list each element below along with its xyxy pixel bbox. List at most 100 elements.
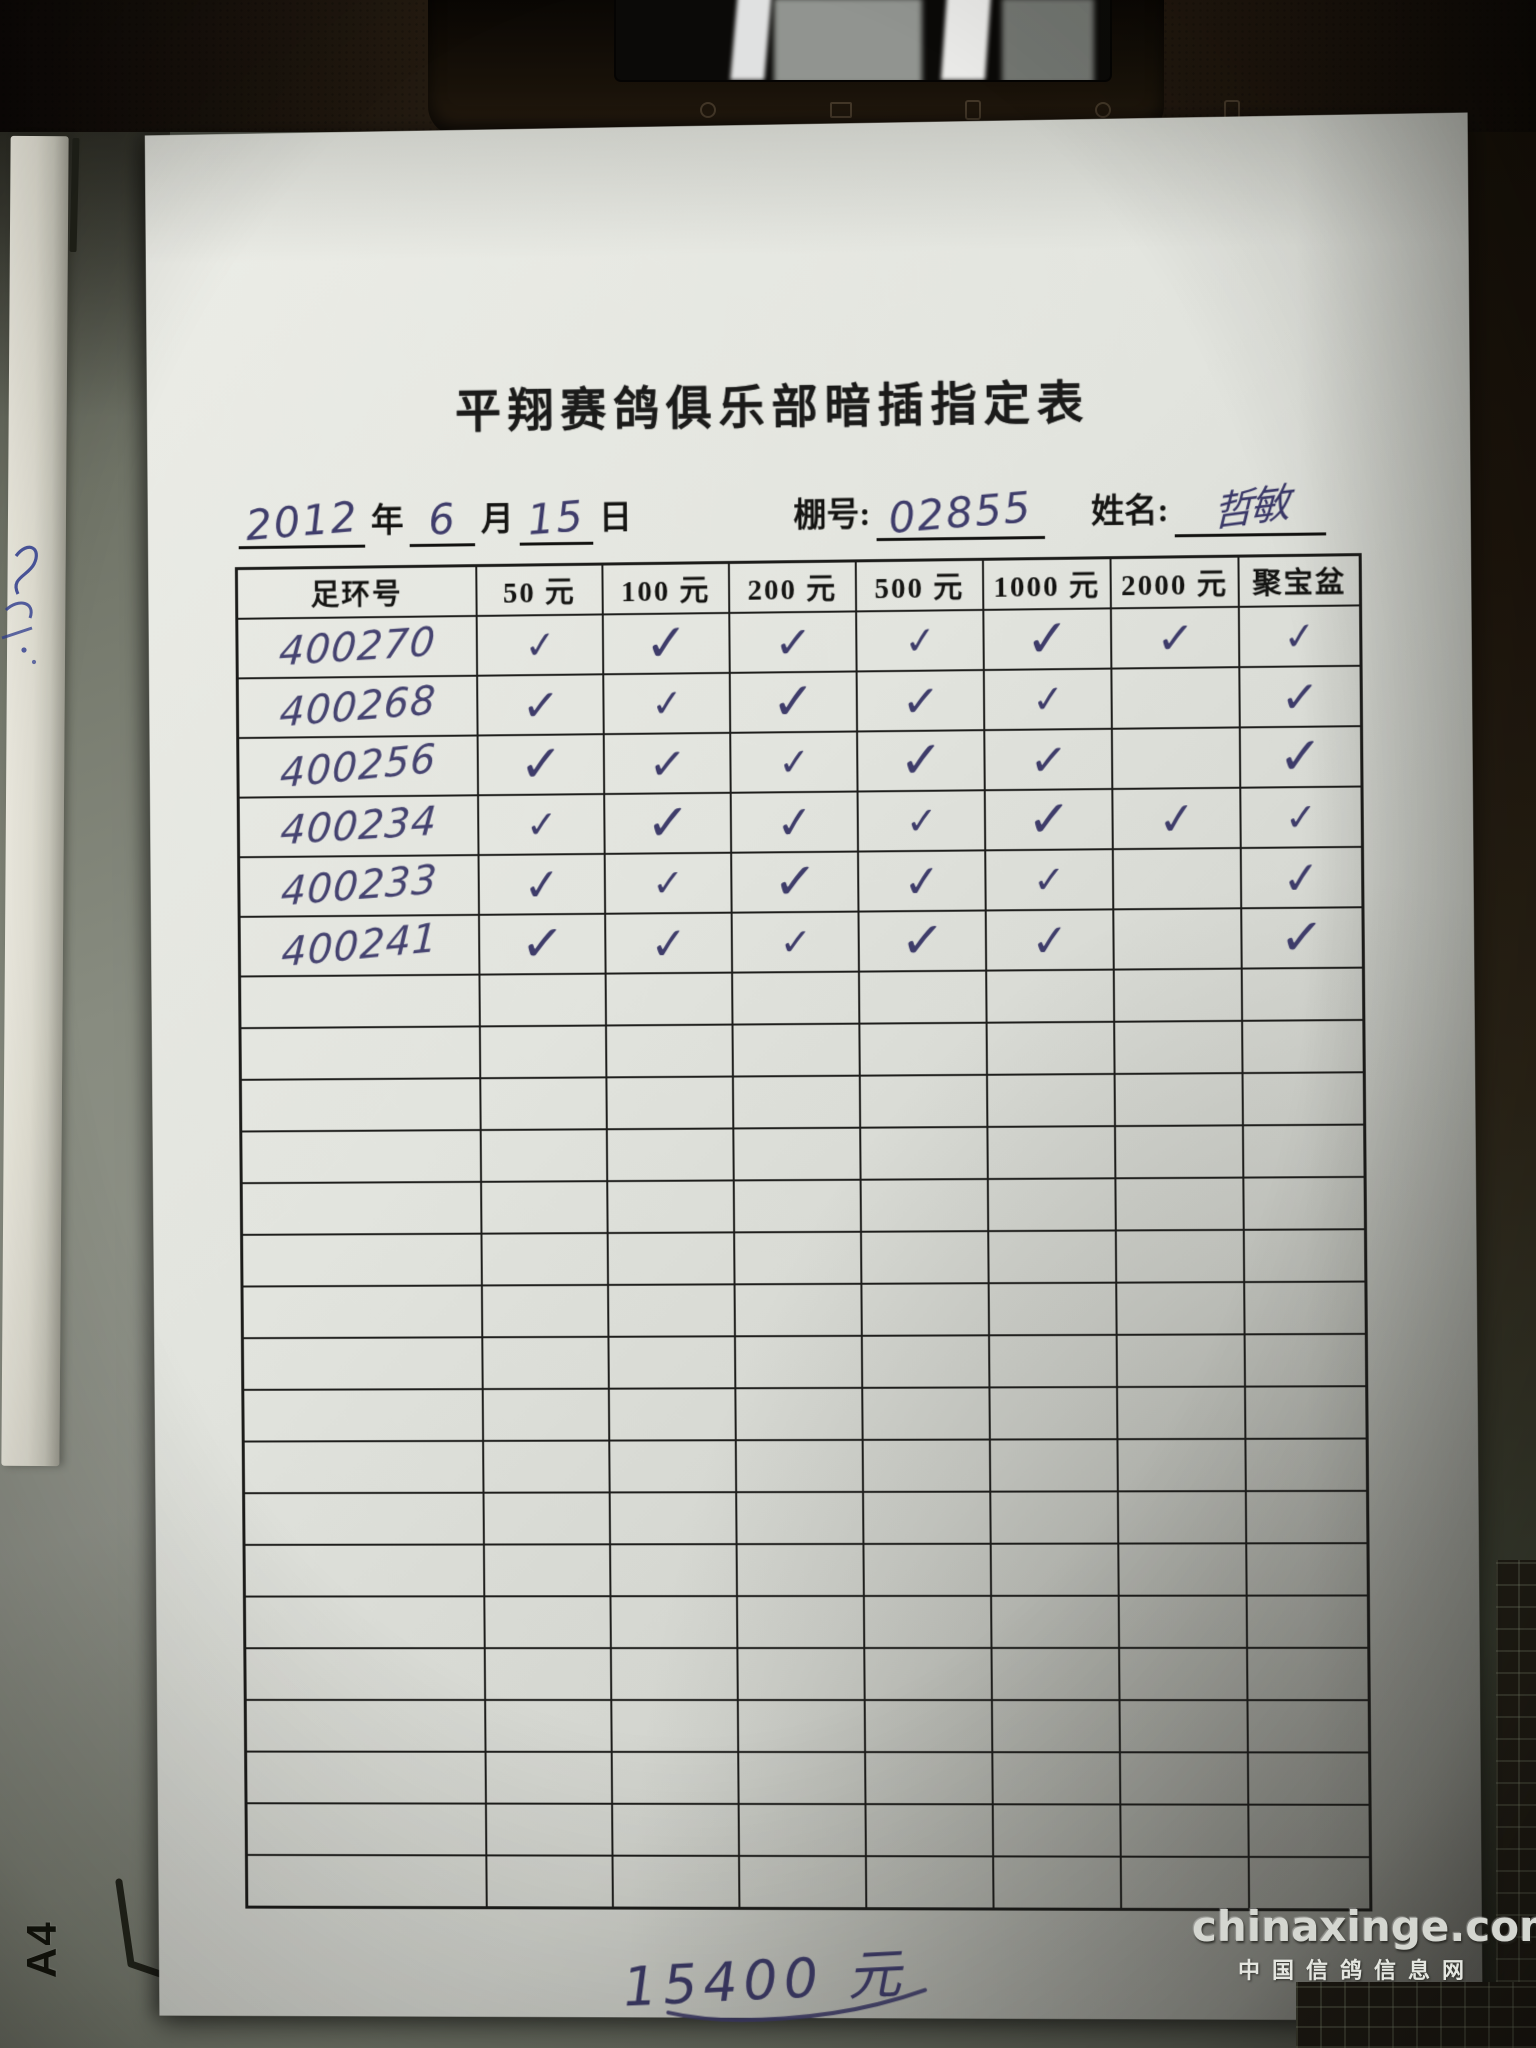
empty-row [241,1229,1366,1287]
check-cell: ✓ [1241,906,1364,970]
check-cell: ✓ [731,911,859,973]
checkmark-handwriting: ✓ [645,792,691,854]
empty-row [243,1438,1368,1494]
check-cell [483,1440,610,1493]
check-cell [736,1543,864,1597]
check-cell [480,1077,607,1131]
check-cell [991,1700,1120,1753]
name-label: 姓名: [1090,493,1169,531]
ring-cell: 400234 [238,795,479,858]
check-cell [863,1491,991,1544]
check-cell [1244,1386,1368,1439]
ring-number-handwriting: 400256 [278,735,438,798]
check-cell [609,1492,737,1545]
check-cell [732,1023,860,1077]
check-cell [1117,1491,1247,1544]
grid-texture-corner [1296,1982,1536,2048]
check-cell [484,1596,611,1649]
check-cell [737,1648,865,1701]
check-cell: ✓ [477,734,605,796]
price-col-header: 聚宝盆 [1238,554,1361,607]
site-watermark: chinaxinge.com 中国信鸽信息网 [1192,1902,1536,1985]
check-cell [486,1855,613,1909]
check-cell [733,1179,861,1233]
watermark-site-name: 中国信鸽信息网 [1237,1959,1476,1984]
check-cell: ✓ [729,671,858,733]
check-cell [1112,847,1242,910]
check-cell [1117,1386,1246,1440]
checkmark-handwriting: ✓ [1278,726,1323,788]
ring-cell [240,1130,482,1184]
check-cell [1116,1334,1245,1388]
check-cell [1111,667,1240,729]
check-cell [1113,908,1242,970]
checkmark-handwriting: ✓ [1155,790,1198,847]
check-cell [606,1128,734,1182]
signature-handwriting: 哲敏 [1212,479,1288,537]
check-cell: ✓ [856,670,985,732]
check-cell [479,973,607,1027]
price-col-header: 500 元 [855,559,984,612]
check-cell [605,972,733,1026]
check-cell: ✓ [984,788,1113,851]
checkmark-handwriting: ✓ [1284,794,1318,840]
empty-row [239,967,1364,1029]
checkmark-handwriting: ✓ [646,735,688,791]
checkmark-handwriting: ✓ [1026,789,1072,851]
ring-number-handwriting: 400234 [278,798,439,855]
ring-cell [245,1699,486,1752]
check-cell [1247,1700,1370,1753]
check-cell [1116,1282,1245,1335]
check-cell: ✓ [1239,665,1362,728]
total-amount-handwriting: 15400 元 [620,1929,909,2022]
empty-row [240,1124,1366,1184]
empty-row [244,1647,1370,1701]
shed-number-label: 棚号: [793,497,871,535]
ring-number-handwriting: 400270 [276,619,438,676]
check-cell [1119,1700,1248,1753]
check-cell [1244,1333,1367,1387]
check-cell [482,1388,610,1441]
check-cell [1114,1125,1244,1179]
check-cell [862,1439,991,1492]
ring-cell [242,1337,483,1390]
ring-cell [241,1285,483,1339]
check-cell [610,1596,738,1649]
check-cell [858,970,987,1024]
check-cell [485,1803,613,1856]
check-cell [732,1075,861,1129]
glare-reflection [774,0,922,80]
check-cell [612,1855,740,1909]
paper-form: 平翔赛鸽俱乐部暗插指定表 2012 年 6 月 15 日 棚号: 02855 姓… [144,112,1483,2022]
check-cell [1118,1543,1247,1596]
checkmark-handwriting: ✓ [518,913,566,976]
ring-number-handwriting: 400268 [277,677,438,737]
check-cell [988,1282,1117,1336]
check-cell [1244,1281,1367,1335]
checkmark-handwriting: ✓ [1281,612,1318,660]
check-cell [612,1803,740,1856]
check-cell [1246,1595,1369,1648]
check-cell: ✓ [1239,726,1362,788]
check-cell: ✓ [858,850,986,912]
a4-size-label: A4 [18,1920,65,1978]
form-title: 平翔赛鸽俱乐部暗插指定表 [455,376,1091,437]
empty-row [241,1281,1367,1339]
indicator-icon [965,100,981,120]
check-cell [608,1388,736,1441]
entry-row: 400241 ✓ ✓ ✓ ✓ ✓ ✓ [239,906,1364,977]
empty-row [245,1751,1371,1805]
empty-row [242,1386,1368,1442]
check-cell: ✓ [985,909,1114,971]
check-cell [481,1233,609,1286]
check-cell [609,1440,737,1493]
checkmark-handwriting: ✓ [1278,906,1326,970]
checkmark-handwriting: ✓ [1030,676,1066,723]
checkmark-handwriting: ✓ [522,621,558,669]
check-cell: ✓ [983,668,1112,731]
check-cell: ✓ [478,794,605,856]
check-cell [986,969,1115,1023]
checkmark-handwriting: ✓ [521,856,563,912]
checkmark-handwriting: ✓ [1033,857,1066,903]
ring-cell [245,1751,486,1804]
